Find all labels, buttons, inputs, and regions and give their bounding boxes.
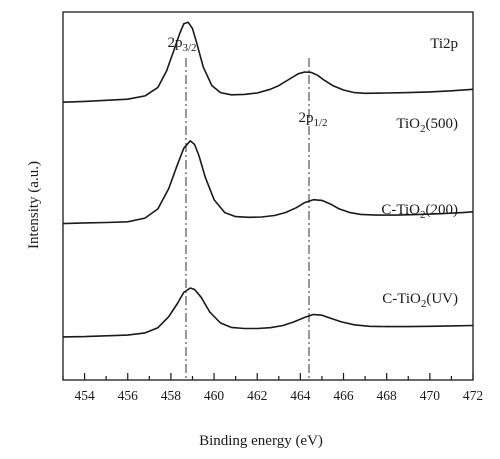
x-tick-label: 464 — [290, 388, 311, 403]
x-tick-label: 460 — [204, 388, 225, 403]
y-axis-title: Intensity (a.u.) — [26, 161, 42, 249]
x-tick-label: 458 — [161, 388, 182, 403]
series-label-3: C-TiO2(UV) — [382, 291, 458, 310]
series-label-1: TiO2(500) — [396, 116, 458, 135]
x-tick-label: 454 — [74, 388, 95, 403]
x-axis-title: Binding energy (eV) — [199, 433, 323, 449]
series-curves — [62, 21, 474, 338]
x-tick-label: 472 — [463, 388, 483, 403]
peak-labels: 2p3/2 2p1/2 — [167, 35, 327, 129]
panel-label: Ti2p — [430, 36, 458, 52]
x-tick-label: 462 — [247, 388, 267, 403]
plot-frame — [62, 11, 474, 381]
peak-label-2: 2p1/2 — [298, 110, 327, 129]
series-line-3 — [62, 287, 474, 338]
series-line-2 — [62, 140, 474, 225]
series-label-2: C-TiO2(200) — [381, 202, 458, 221]
x-tick-label: 466 — [333, 388, 354, 403]
x-tick-label: 456 — [118, 388, 139, 403]
x-tick-label: 470 — [420, 388, 441, 403]
series-labels: TiO2(500) C-TiO2(200) C-TiO2(UV) — [381, 116, 458, 310]
x-tick-label: 468 — [377, 388, 398, 403]
x-axis-ticks — [62, 373, 474, 380]
series-line-1 — [62, 21, 474, 103]
reference-lines — [185, 58, 310, 378]
x-axis-tick-labels: 454 456 458 460 462 464 466 468 470 472 — [74, 388, 483, 403]
peak-label-1: 2p3/2 — [167, 35, 196, 54]
